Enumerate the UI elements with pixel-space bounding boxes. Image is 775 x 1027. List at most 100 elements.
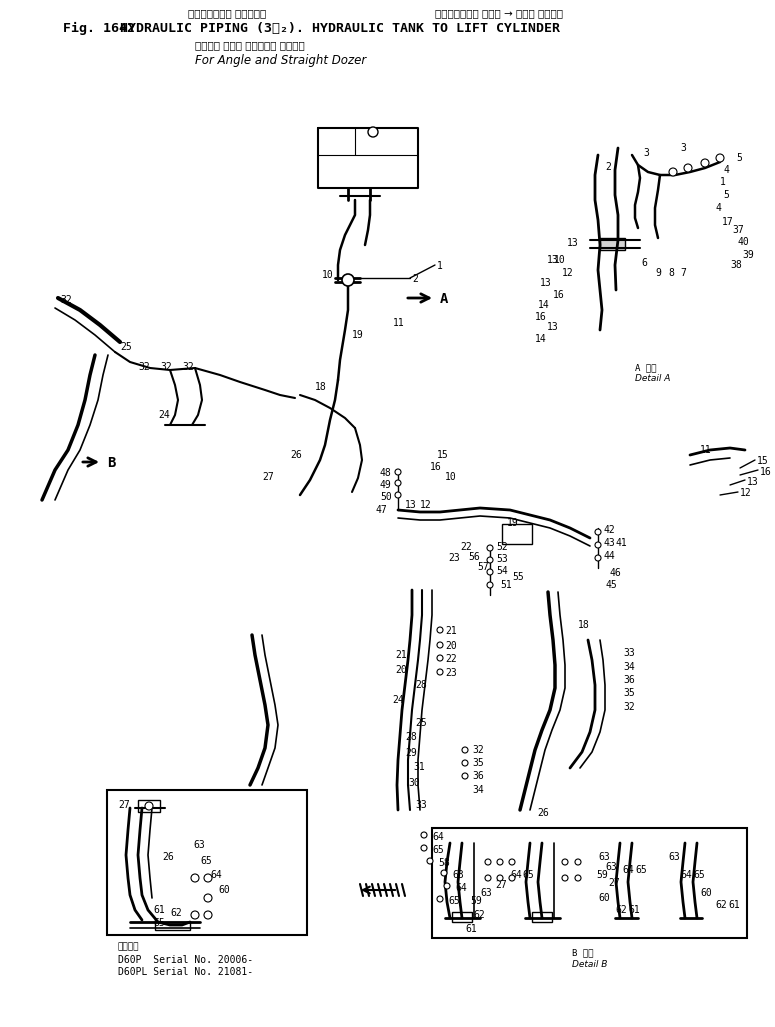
Text: 12: 12 bbox=[420, 500, 432, 510]
Text: 56: 56 bbox=[468, 551, 480, 562]
Text: 11: 11 bbox=[393, 318, 405, 328]
Text: 38: 38 bbox=[730, 260, 742, 270]
Bar bbox=[155, 922, 190, 930]
Text: D60PL Serial No. 21081-: D60PL Serial No. 21081- bbox=[118, 967, 253, 977]
Text: 19: 19 bbox=[352, 330, 363, 340]
Text: 58: 58 bbox=[438, 858, 449, 868]
Text: 23: 23 bbox=[445, 668, 456, 678]
Text: 59: 59 bbox=[596, 870, 608, 880]
Circle shape bbox=[497, 875, 503, 881]
Text: 14: 14 bbox=[538, 300, 549, 310]
Text: 28: 28 bbox=[415, 680, 427, 690]
Text: 32: 32 bbox=[60, 295, 72, 305]
Circle shape bbox=[204, 874, 212, 882]
Text: 27: 27 bbox=[262, 472, 274, 482]
Text: 16: 16 bbox=[760, 467, 772, 477]
Circle shape bbox=[595, 555, 601, 561]
Text: 17: 17 bbox=[722, 217, 734, 227]
Circle shape bbox=[342, 274, 354, 286]
Circle shape bbox=[437, 655, 443, 661]
Text: 47: 47 bbox=[376, 505, 388, 515]
Text: ハイドロリック タンク → リフト シリンダ: ハイドロリック タンク → リフト シリンダ bbox=[435, 8, 563, 18]
Text: 62: 62 bbox=[615, 905, 627, 915]
Text: 65: 65 bbox=[153, 918, 165, 928]
Text: 13: 13 bbox=[540, 278, 552, 288]
Text: 64: 64 bbox=[510, 870, 522, 880]
Text: 65: 65 bbox=[522, 870, 534, 880]
Text: 64: 64 bbox=[622, 865, 634, 875]
Text: 45: 45 bbox=[605, 580, 617, 589]
Circle shape bbox=[669, 168, 677, 176]
Text: 36: 36 bbox=[472, 771, 484, 781]
Text: 15: 15 bbox=[757, 456, 769, 466]
Text: 1: 1 bbox=[720, 177, 726, 187]
Text: 26: 26 bbox=[290, 450, 301, 460]
Text: 13: 13 bbox=[547, 255, 559, 265]
Bar bbox=[138, 800, 160, 812]
Text: 10: 10 bbox=[445, 472, 456, 482]
Text: 27: 27 bbox=[608, 878, 620, 888]
Text: 14: 14 bbox=[535, 334, 546, 344]
Text: For Angle and Straight Dozer: For Angle and Straight Dozer bbox=[195, 54, 367, 67]
Text: 51: 51 bbox=[500, 580, 512, 589]
Text: 1: 1 bbox=[437, 261, 443, 271]
Text: 24: 24 bbox=[158, 410, 170, 420]
Text: Detail B: Detail B bbox=[572, 960, 608, 969]
Circle shape bbox=[437, 896, 443, 902]
Text: 29: 29 bbox=[405, 748, 417, 758]
Text: B 詳細: B 詳細 bbox=[572, 948, 594, 957]
Text: 6: 6 bbox=[641, 258, 647, 268]
Circle shape bbox=[191, 911, 199, 919]
Circle shape bbox=[485, 875, 491, 881]
Circle shape bbox=[437, 642, 443, 648]
Text: 39: 39 bbox=[742, 250, 754, 260]
Text: 52: 52 bbox=[496, 542, 508, 551]
Text: 27: 27 bbox=[118, 800, 129, 810]
Text: 8: 8 bbox=[668, 268, 674, 278]
Text: 49: 49 bbox=[380, 480, 391, 490]
Text: 65: 65 bbox=[432, 845, 444, 855]
Circle shape bbox=[437, 627, 443, 633]
Text: A: A bbox=[440, 292, 449, 306]
Bar bbox=[452, 912, 472, 922]
Text: 11: 11 bbox=[700, 445, 711, 455]
Text: 61: 61 bbox=[728, 900, 740, 910]
Text: 62: 62 bbox=[715, 900, 727, 910]
Circle shape bbox=[462, 760, 468, 766]
Text: 10: 10 bbox=[322, 270, 334, 280]
Circle shape bbox=[444, 883, 450, 889]
Circle shape bbox=[716, 154, 724, 162]
Text: 3: 3 bbox=[680, 143, 686, 153]
Text: 65: 65 bbox=[635, 865, 647, 875]
Text: 28: 28 bbox=[405, 732, 417, 741]
Circle shape bbox=[497, 859, 503, 865]
Text: A 詳細: A 詳細 bbox=[635, 363, 656, 372]
Text: 55: 55 bbox=[512, 572, 524, 582]
Text: 62: 62 bbox=[473, 910, 484, 920]
Text: 27: 27 bbox=[495, 880, 507, 890]
Text: 61: 61 bbox=[153, 905, 165, 915]
Circle shape bbox=[368, 127, 378, 137]
Circle shape bbox=[595, 529, 601, 535]
Text: 60: 60 bbox=[598, 893, 610, 903]
Text: 46: 46 bbox=[610, 568, 622, 578]
Text: 50: 50 bbox=[380, 492, 391, 502]
Circle shape bbox=[487, 545, 493, 551]
Text: 40: 40 bbox=[737, 237, 749, 248]
Circle shape bbox=[395, 469, 401, 476]
Text: 31: 31 bbox=[413, 762, 425, 772]
Text: D60P  Serial No. 20006-: D60P Serial No. 20006- bbox=[118, 955, 253, 965]
Text: 12: 12 bbox=[740, 488, 752, 498]
Text: 4: 4 bbox=[723, 165, 728, 175]
Text: 16: 16 bbox=[430, 462, 442, 472]
Text: 61: 61 bbox=[465, 924, 477, 934]
Text: 65: 65 bbox=[693, 870, 704, 880]
Circle shape bbox=[145, 802, 153, 810]
Circle shape bbox=[562, 875, 568, 881]
Text: 54: 54 bbox=[496, 566, 508, 576]
Text: 13: 13 bbox=[567, 238, 579, 248]
Text: 5: 5 bbox=[736, 153, 742, 163]
Text: Detail A: Detail A bbox=[635, 374, 670, 383]
Circle shape bbox=[595, 542, 601, 548]
Text: 60: 60 bbox=[700, 888, 711, 898]
